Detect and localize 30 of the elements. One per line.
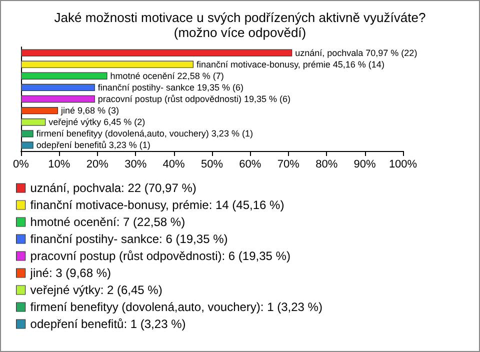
x-tick-label: 20% (86, 158, 109, 170)
data-label: veřejné výtky 6,45 % (2) (48, 117, 146, 128)
data-label: jiné 9,68 % (3) (60, 106, 120, 116)
x-tick-label: 40% (162, 158, 186, 170)
data-label: firmení benefityy (dovolená,auto, vouchery) 3,23 % (1) (36, 128, 253, 139)
legend-label: pracovní postup (růst odpovědnosti): 6 (19,35 %) (30, 249, 290, 263)
legend-label: veřejné výtky: 2 (6,45 %) (30, 283, 162, 297)
legend-label: odepření benefitů: 1 (3,23 %) (30, 317, 186, 331)
data-label: finanční motivace-bonusy, prémie 45,16 % (14) (196, 59, 384, 70)
data-label: odepření benefitů 3,23 % (1) (36, 140, 150, 150)
x-tick-label: 80% (316, 158, 338, 170)
data-label: pracovní postup (růst odpovědnosti) 19,35 % (6) (98, 94, 291, 104)
x-tick-label: 30% (124, 158, 147, 170)
x-tick-label: 90% (354, 158, 376, 170)
x-tick-label: 100% (388, 158, 418, 170)
data-label: hmotné ocenění 22,58 % (7) (110, 70, 224, 81)
legend-label: jiné: 3 (9,68 %) (29, 266, 112, 280)
x-tick-label: 10% (48, 158, 70, 170)
data-label: finanční postihy- sankce 19,35 % (6) (98, 82, 244, 92)
x-tick-label: 0% (13, 158, 30, 170)
x-tick-label: 70% (277, 158, 300, 170)
data-label: uznání, pochvala 70,97 % (22) (295, 48, 418, 58)
legend-label: hmotné ocenění: 7 (22,58 %) (30, 215, 186, 229)
legend-label: finanční postihy- sankce: 6 (19,35 %) (30, 232, 228, 246)
x-tick-label: 50% (200, 158, 224, 170)
legend-label: uznání, pochvala: 22 (70,97 %) (30, 181, 196, 195)
legend-label: firmení benefityy (dovolená,auto, vouchery): 1 (3,23 %) (30, 300, 322, 314)
chart-title: Jaké možnosti motivace u svých podřízených aktivně využíváte? (možno více odpovědí) (54, 10, 426, 40)
x-tick-label: 60% (239, 158, 262, 170)
legend-label: finanční motivace-bonusy, prémie: 14 (45,16 %) (30, 198, 284, 212)
